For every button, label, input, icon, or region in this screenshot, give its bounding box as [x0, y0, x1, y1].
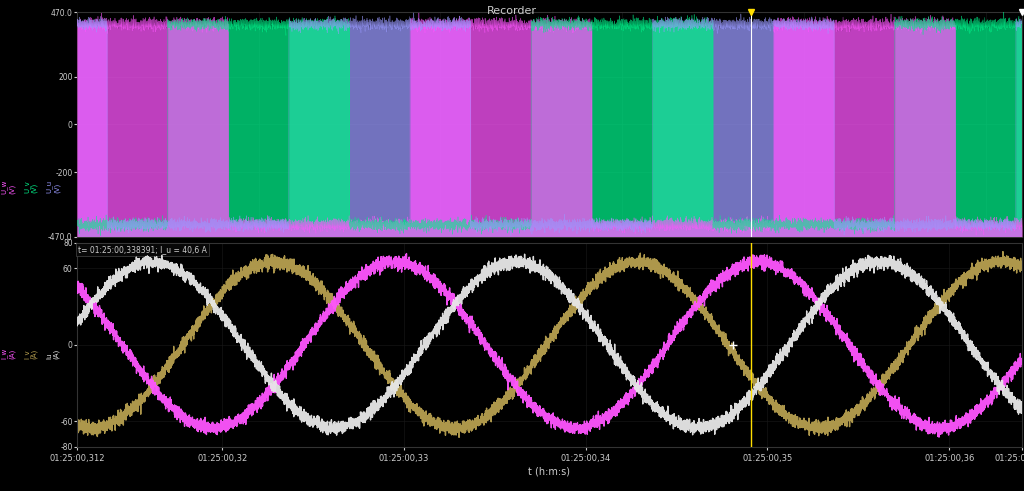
Text: t= 01:25:00,338391; I_u = 40,6 A: t= 01:25:00,338391; I_u = 40,6 A — [78, 245, 207, 254]
Text: Recorder: Recorder — [487, 6, 537, 16]
Text: U_v
(V): U_v (V) — [24, 180, 38, 193]
X-axis label: t (h:m:s): t (h:m:s) — [528, 466, 570, 476]
Text: U_w
(V): U_w (V) — [1, 179, 15, 194]
Text: U_u
(V): U_u (V) — [46, 180, 60, 193]
Text: I_w
(A): I_w (A) — [1, 348, 15, 359]
Text: I_v
(A): I_v (A) — [24, 349, 38, 358]
Text: Iu
(A): Iu (A) — [46, 349, 59, 358]
